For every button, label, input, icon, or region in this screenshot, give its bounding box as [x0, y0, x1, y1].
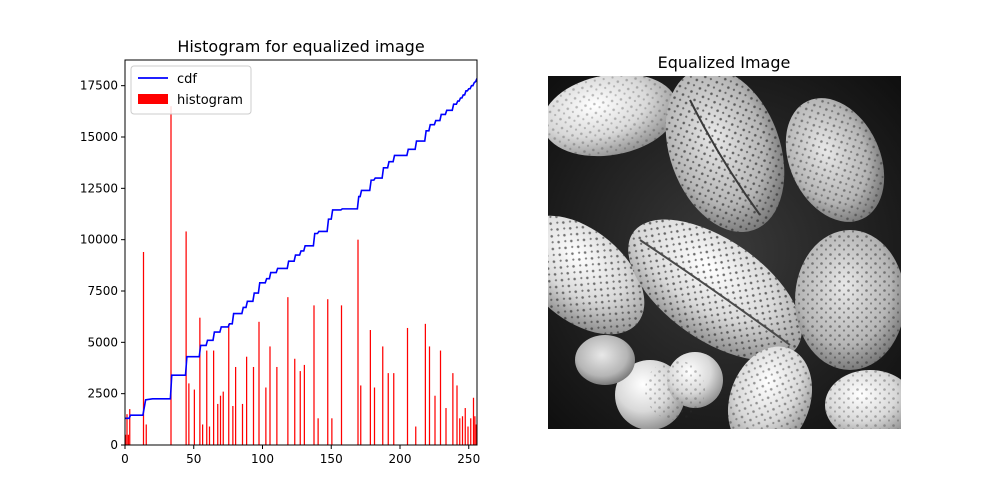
- histogram-axes-frame: [124, 59, 478, 446]
- histogram-bar: [428, 346, 431, 445]
- histogram-bar: [129, 409, 131, 445]
- histogram-bar: [340, 305, 343, 445]
- legend: cdf histogram: [130, 65, 252, 115]
- histogram-bar: [303, 364, 305, 445]
- histogram-bar: [241, 403, 244, 445]
- legend-cdf-label: cdf: [177, 72, 197, 87]
- histogram-bar: [445, 408, 447, 445]
- histogram-bar: [142, 251, 145, 445]
- histogram-bar: [313, 305, 315, 445]
- histogram-bar: [452, 373, 454, 445]
- histogram-bar: [188, 383, 190, 445]
- x-tick-label: 50: [186, 452, 201, 466]
- histogram-bar: [206, 350, 208, 445]
- y-tick-label: 7500: [87, 284, 118, 298]
- histogram-bar: [193, 389, 195, 445]
- histogram-bar: [475, 424, 477, 445]
- histogram-bars: [125, 106, 477, 445]
- histogram-bar: [387, 373, 389, 445]
- histogram-bar: [199, 317, 201, 445]
- histogram-bar: [213, 350, 215, 445]
- histogram-bar: [170, 106, 172, 445]
- legend-histogram-swatch: [138, 94, 168, 104]
- histogram-bar: [393, 373, 395, 445]
- histogram-bar: [317, 418, 319, 445]
- histogram-bar: [222, 391, 224, 445]
- histogram-title: Histogram for equalized image: [177, 37, 424, 56]
- histogram-bar: [252, 366, 255, 445]
- x-tick-label: 150: [320, 452, 343, 466]
- histogram-bar: [373, 387, 376, 445]
- histogram-bar: [185, 231, 187, 445]
- histogram-bar: [258, 321, 260, 445]
- y-tick-label: 12500: [80, 181, 118, 195]
- histogram-bar: [474, 416, 476, 445]
- histogram-bar: [228, 323, 230, 445]
- x-tick-label: 250: [457, 452, 480, 466]
- equalized-image-title: Equalized Image: [658, 53, 791, 72]
- histogram-bar: [232, 405, 234, 445]
- histogram-bar: [202, 424, 204, 445]
- histogram-bar: [415, 426, 417, 445]
- histogram-bar: [276, 366, 278, 445]
- cdf-line: [125, 78, 477, 420]
- histogram-bar: [269, 346, 271, 445]
- histogram-bar: [327, 299, 329, 445]
- histogram-bar: [127, 434, 129, 445]
- histogram-bar: [424, 323, 426, 445]
- x-ticks: 0 50 100 150 200 250: [121, 445, 480, 466]
- histogram-bar: [382, 346, 384, 445]
- histogram-bar: [467, 426, 469, 445]
- equalized-image: [548, 76, 901, 429]
- histogram-bar: [331, 418, 333, 445]
- y-tick-label: 2500: [87, 387, 118, 401]
- histogram-bar: [294, 358, 296, 445]
- histogram-bar: [217, 403, 219, 445]
- y-ticks: 0 2500 5000 7500 10000 12500 15000 17500: [80, 79, 125, 452]
- histogram-bar: [265, 387, 267, 445]
- histogram-bar: [145, 424, 147, 445]
- histogram-bar: [459, 418, 461, 445]
- histogram-bar: [219, 395, 222, 445]
- histogram-bar: [439, 350, 442, 445]
- equalized-image-axes: Equalized Image: [548, 53, 901, 429]
- y-tick-label: 17500: [80, 79, 118, 93]
- histogram-bar: [360, 385, 362, 445]
- histogram-bar: [472, 397, 475, 445]
- histogram-bar: [208, 426, 211, 445]
- histogram-bar: [464, 408, 466, 445]
- x-tick-label: 200: [389, 452, 412, 466]
- histogram-axes: Histogram for equalized image 0 50 100 150 2…: [80, 37, 480, 466]
- histogram-bar: [299, 371, 301, 445]
- histogram-bar: [434, 395, 436, 445]
- histogram-bar: [357, 239, 359, 445]
- pollen-grains: [548, 76, 901, 429]
- y-tick-label: 0: [110, 438, 118, 452]
- histogram-bar: [287, 297, 289, 445]
- y-tick-label: 10000: [80, 233, 118, 247]
- histogram-bar: [125, 434, 127, 445]
- histogram-bar: [456, 385, 458, 445]
- x-tick-label: 0: [121, 452, 129, 466]
- histogram-bar: [246, 356, 248, 445]
- y-tick-label: 5000: [87, 335, 118, 349]
- y-tick-label: 15000: [80, 130, 118, 144]
- legend-histogram-label: histogram: [177, 93, 243, 108]
- histogram-bar: [406, 327, 409, 445]
- x-tick-label: 100: [251, 452, 274, 466]
- histogram-bar: [235, 366, 237, 445]
- histogram-bar: [369, 330, 371, 445]
- histogram-bar: [126, 414, 128, 445]
- histogram-bar: [470, 418, 472, 445]
- histogram-bar: [461, 416, 464, 445]
